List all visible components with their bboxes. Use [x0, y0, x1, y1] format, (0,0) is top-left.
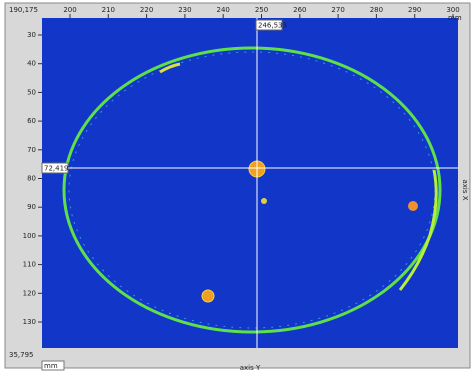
- cursor-x-label: 246,533: [258, 22, 287, 30]
- x-tick-label: 230: [178, 6, 191, 14]
- y-tick-label: 50: [27, 88, 36, 96]
- cursor-y-box: [41, 162, 69, 174]
- ring-highlight: [398, 169, 438, 291]
- x-axis-title: axis Y: [240, 364, 261, 372]
- defect: [261, 198, 267, 204]
- x-tick-label: 250: [255, 6, 268, 14]
- defect: [201, 289, 215, 303]
- y-tick-label: 120: [23, 289, 36, 297]
- y-axis-title: axis X: [461, 179, 469, 200]
- x-tick-label: 280: [370, 6, 383, 14]
- corner-label: 35,795: [9, 351, 34, 359]
- scan-image: [42, 18, 458, 348]
- x-tick-label: 290: [408, 6, 421, 14]
- x-tick-label: 200: [63, 6, 76, 14]
- ring: [62, 46, 442, 334]
- y-tick-label: 80: [27, 175, 36, 183]
- x-tick-label: 270: [331, 6, 344, 14]
- cursor-x-box: [255, 19, 283, 31]
- y-tick-label: 110: [23, 261, 36, 269]
- defect: [408, 201, 418, 211]
- x-tick-label: 300: [446, 6, 459, 14]
- y-tick-label: 60: [27, 117, 36, 125]
- y-tick-label: 70: [27, 146, 36, 154]
- x-unit: mm: [448, 14, 462, 22]
- y-tick-label: 90: [27, 203, 36, 211]
- y-tick-label: 100: [23, 232, 36, 240]
- x-tick-label: 220: [140, 6, 153, 14]
- y-tick-label: 30: [27, 31, 36, 39]
- x-tick-label: 260: [293, 6, 306, 14]
- y-tick-label: 40: [27, 60, 36, 68]
- scan-features: [62, 46, 442, 334]
- unit-select-label[interactable]: mm: [44, 362, 58, 370]
- ring-highlight: [159, 62, 181, 74]
- x-tick-label: 240: [217, 6, 230, 14]
- unit-select[interactable]: [41, 360, 65, 371]
- y-tick-label: 130: [23, 318, 36, 326]
- origin-label: 190,175: [9, 6, 38, 14]
- x-tick-label: 210: [102, 6, 115, 14]
- cursor-y-label: 72,419: [44, 165, 69, 173]
